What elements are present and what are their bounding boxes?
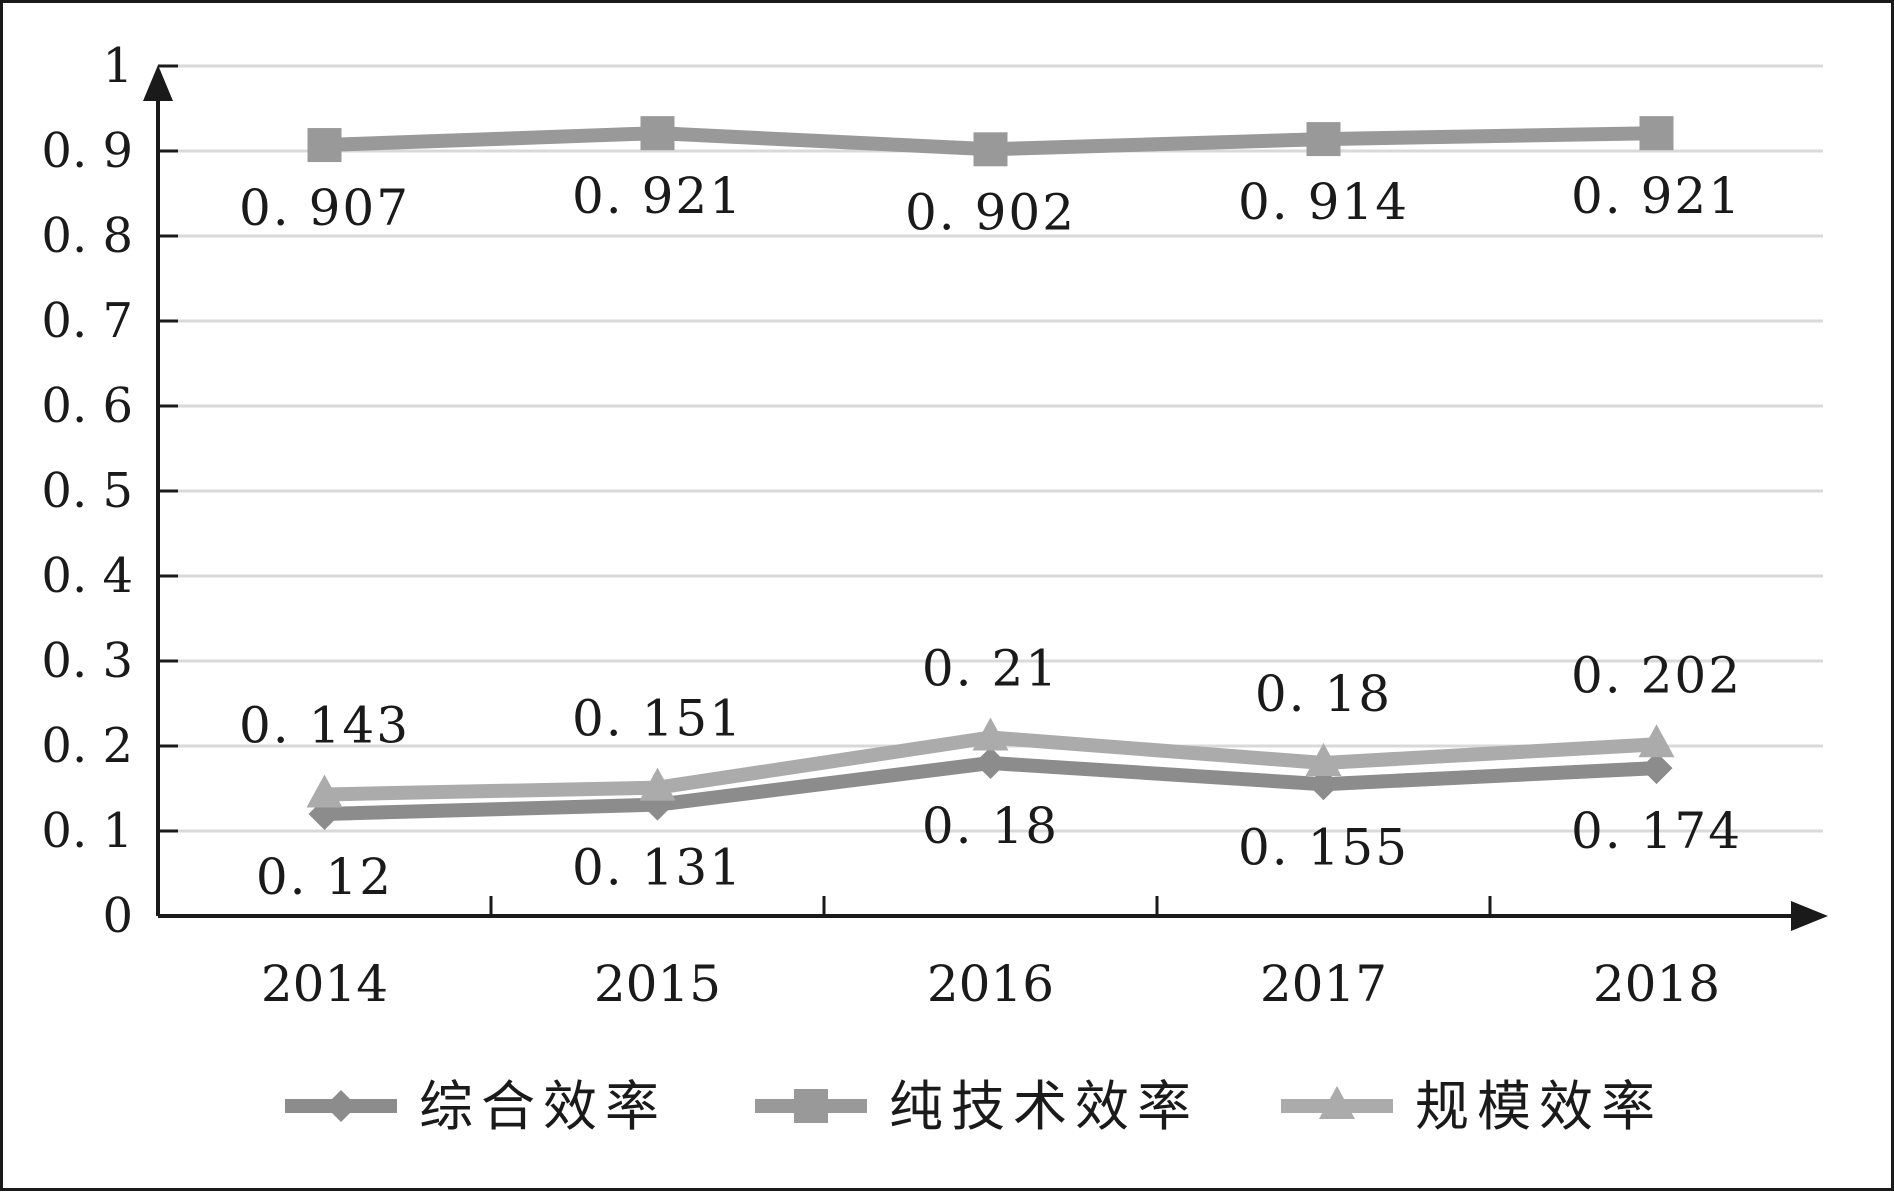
- data-point-square: [973, 132, 1008, 167]
- y-tick-label: 1: [102, 38, 133, 94]
- data-point-diamond: [974, 747, 1007, 779]
- data-point-triangle: [639, 767, 676, 801]
- data-label: 0. 18: [922, 797, 1059, 855]
- y-tick-label: 0. 2: [41, 718, 133, 774]
- y-tick-labels: 0 0. 1 0. 2 0. 3 0. 4 0. 5 0. 6 0. 7 0. 8 0. 9 1: [41, 38, 133, 944]
- legend-marker-triangle: [1319, 1086, 1355, 1119]
- data-point-diamond: [1307, 768, 1340, 801]
- legend-marker-diamond: [325, 1090, 357, 1122]
- y-tick-label: 0. 1: [41, 803, 133, 859]
- x-tick-label: 2014: [261, 955, 388, 1013]
- data-label: 0. 155: [1238, 818, 1409, 876]
- data-label: 0. 921: [572, 167, 743, 225]
- data-label: 0. 914: [1238, 173, 1409, 231]
- data-labels: 0. 12 0. 131 0. 18 0. 155 0. 174 0. 907 0. 921…: [239, 167, 1742, 906]
- data-label: 0. 174: [1571, 802, 1742, 860]
- series-lines: [306, 116, 1675, 830]
- legend-label: 规模效率: [1415, 1075, 1663, 1138]
- data-point-triangle: [1638, 724, 1675, 758]
- data-point-square: [1639, 116, 1674, 151]
- legend-label: 纯技术效率: [889, 1075, 1199, 1138]
- y-tick-label: 0. 5: [41, 463, 133, 519]
- data-point-triangle: [1305, 743, 1342, 776]
- y-tick-label: 0. 4: [41, 548, 133, 604]
- legend-label: 综合效率: [419, 1075, 667, 1138]
- data-label: 0. 921: [1571, 167, 1742, 225]
- data-label: 0. 902: [905, 183, 1076, 241]
- line-chart: 0 0. 1 0. 2 0. 3 0. 4 0. 5 0. 6 0. 7 0. 8 0. 9 1 2…: [41, 38, 1828, 1138]
- y-tick-label: 0. 6: [41, 378, 133, 434]
- data-point-triangle: [972, 717, 1009, 751]
- data-point-diamond: [1640, 752, 1673, 785]
- x-tick-label: 2015: [594, 955, 721, 1013]
- axes: [143, 64, 1828, 931]
- data-label: 0. 21: [922, 640, 1059, 698]
- y-tick-label: 0. 7: [41, 293, 133, 349]
- x-tick-labels: 2014 2015 2016 2017 2018: [261, 955, 1720, 1013]
- data-point-square: [640, 116, 675, 151]
- x-tick-label: 2018: [1593, 955, 1720, 1013]
- data-label: 0. 18: [1255, 665, 1392, 723]
- y-axis-arrow-icon: [143, 65, 173, 101]
- x-tick-label: 2016: [927, 955, 1054, 1013]
- legend-marker-square: [794, 1089, 828, 1123]
- data-label: 0. 131: [572, 839, 743, 897]
- data-label: 0. 907: [239, 179, 410, 237]
- data-label: 0. 151: [572, 690, 743, 748]
- y-tick-label: 0. 9: [41, 123, 133, 179]
- y-tick-label: 0: [102, 888, 133, 944]
- y-tick-label: 0. 3: [41, 633, 133, 689]
- data-label: 0. 143: [239, 696, 410, 754]
- data-label: 0. 12: [256, 848, 393, 906]
- data-point-square: [307, 128, 342, 163]
- x-axis-arrow-icon: [1791, 901, 1828, 931]
- legend: 综合效率 纯技术效率 规模效率: [285, 1075, 1663, 1138]
- data-label: 0. 202: [1571, 646, 1742, 704]
- data-point-square: [1306, 122, 1341, 157]
- data-point-triangle: [306, 774, 343, 808]
- y-tick-label: 0. 8: [41, 208, 133, 264]
- x-tick-label: 2017: [1260, 955, 1387, 1013]
